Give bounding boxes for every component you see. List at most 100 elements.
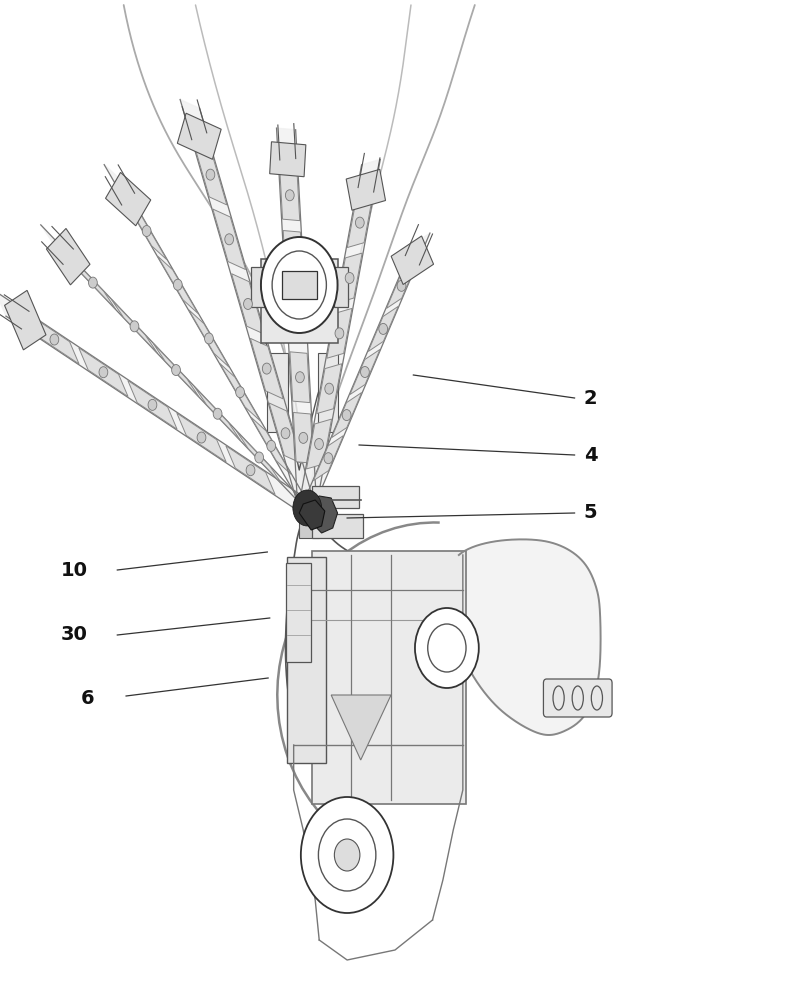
Polygon shape bbox=[128, 380, 177, 429]
FancyBboxPatch shape bbox=[282, 271, 317, 299]
Circle shape bbox=[263, 363, 271, 374]
Circle shape bbox=[299, 432, 308, 443]
Polygon shape bbox=[70, 256, 116, 309]
Circle shape bbox=[235, 387, 244, 398]
Text: 4: 4 bbox=[583, 446, 598, 465]
Circle shape bbox=[130, 321, 139, 332]
Text: 2: 2 bbox=[583, 388, 598, 408]
Text: 6: 6 bbox=[81, 688, 95, 708]
Circle shape bbox=[255, 452, 263, 463]
Circle shape bbox=[325, 383, 334, 394]
Text: 5: 5 bbox=[583, 504, 598, 522]
Polygon shape bbox=[188, 310, 229, 367]
Polygon shape bbox=[299, 500, 325, 530]
Polygon shape bbox=[280, 170, 300, 221]
Circle shape bbox=[213, 408, 222, 419]
Polygon shape bbox=[153, 343, 199, 397]
FancyBboxPatch shape bbox=[312, 514, 363, 538]
Circle shape bbox=[289, 250, 298, 261]
Polygon shape bbox=[126, 202, 167, 260]
Polygon shape bbox=[177, 113, 221, 159]
Circle shape bbox=[335, 328, 344, 339]
FancyBboxPatch shape bbox=[543, 679, 612, 717]
FancyBboxPatch shape bbox=[286, 563, 311, 662]
Bar bbox=[334, 267, 348, 307]
FancyBboxPatch shape bbox=[318, 353, 338, 432]
FancyBboxPatch shape bbox=[267, 353, 288, 432]
Polygon shape bbox=[0, 291, 313, 520]
Circle shape bbox=[379, 323, 388, 334]
Polygon shape bbox=[79, 348, 128, 397]
Circle shape bbox=[397, 280, 406, 291]
Polygon shape bbox=[283, 231, 303, 281]
Bar bbox=[251, 267, 266, 307]
Polygon shape bbox=[350, 349, 380, 395]
Polygon shape bbox=[30, 315, 79, 364]
Polygon shape bbox=[459, 539, 601, 735]
Circle shape bbox=[50, 334, 59, 345]
Polygon shape bbox=[157, 256, 198, 313]
Polygon shape bbox=[346, 169, 385, 210]
Circle shape bbox=[334, 839, 360, 871]
Circle shape bbox=[295, 372, 304, 383]
Polygon shape bbox=[112, 300, 157, 353]
Polygon shape bbox=[331, 695, 391, 760]
Polygon shape bbox=[5, 290, 46, 350]
Polygon shape bbox=[231, 274, 264, 334]
Polygon shape bbox=[236, 431, 282, 484]
Polygon shape bbox=[286, 291, 306, 342]
Circle shape bbox=[286, 190, 294, 201]
Polygon shape bbox=[386, 263, 417, 308]
Circle shape bbox=[324, 453, 333, 464]
Circle shape bbox=[197, 432, 206, 443]
Polygon shape bbox=[317, 364, 342, 414]
Polygon shape bbox=[105, 165, 316, 516]
Circle shape bbox=[293, 490, 322, 526]
Circle shape bbox=[261, 237, 338, 333]
Polygon shape bbox=[368, 306, 398, 351]
Circle shape bbox=[89, 277, 97, 288]
Polygon shape bbox=[213, 209, 246, 270]
Text: 30: 30 bbox=[61, 626, 88, 645]
Circle shape bbox=[415, 608, 479, 688]
Polygon shape bbox=[332, 393, 361, 438]
Circle shape bbox=[173, 279, 182, 290]
Circle shape bbox=[172, 365, 180, 376]
Polygon shape bbox=[270, 142, 306, 177]
FancyBboxPatch shape bbox=[312, 486, 359, 508]
Polygon shape bbox=[195, 387, 240, 440]
Polygon shape bbox=[305, 496, 338, 533]
Polygon shape bbox=[290, 352, 310, 403]
Polygon shape bbox=[314, 436, 343, 481]
Circle shape bbox=[314, 439, 323, 450]
Polygon shape bbox=[251, 417, 291, 475]
Polygon shape bbox=[277, 128, 317, 509]
Text: 10: 10 bbox=[61, 560, 88, 579]
Circle shape bbox=[142, 226, 151, 237]
Polygon shape bbox=[294, 412, 314, 463]
Polygon shape bbox=[306, 419, 331, 469]
Polygon shape bbox=[220, 363, 260, 421]
Circle shape bbox=[243, 298, 252, 309]
Circle shape bbox=[225, 234, 234, 245]
Circle shape bbox=[148, 399, 157, 410]
Polygon shape bbox=[180, 99, 317, 512]
Circle shape bbox=[292, 311, 301, 322]
Circle shape bbox=[346, 272, 354, 283]
Polygon shape bbox=[226, 446, 275, 495]
Polygon shape bbox=[327, 308, 352, 358]
Polygon shape bbox=[337, 253, 362, 303]
Circle shape bbox=[281, 428, 290, 439]
FancyBboxPatch shape bbox=[261, 259, 338, 343]
Polygon shape bbox=[391, 236, 433, 285]
Polygon shape bbox=[347, 198, 373, 248]
Circle shape bbox=[361, 367, 369, 378]
Polygon shape bbox=[251, 338, 283, 399]
Bar bbox=[299, 516, 319, 538]
Polygon shape bbox=[105, 172, 151, 226]
Circle shape bbox=[342, 410, 351, 421]
Polygon shape bbox=[269, 403, 302, 464]
Circle shape bbox=[206, 169, 215, 180]
Circle shape bbox=[204, 333, 213, 344]
FancyBboxPatch shape bbox=[287, 557, 326, 763]
